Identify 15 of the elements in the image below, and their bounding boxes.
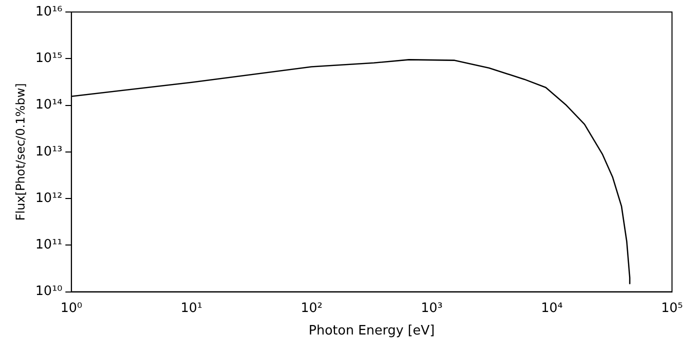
x-axis-title: Photon Energy [eV] [308, 324, 435, 339]
y-tick-label: 10¹² [35, 190, 62, 206]
x-tick-label: 10⁵ [661, 300, 683, 316]
x-tick-label: 10¹ [180, 300, 202, 316]
x-tick-label: 10⁴ [540, 300, 563, 316]
y-tick-label: 10¹¹ [35, 238, 62, 253]
y-tick-label: 10¹⁶ [35, 4, 62, 20]
x-tick-label: 10² [300, 300, 322, 316]
y-tick-label: 10¹³ [35, 144, 62, 160]
y-axis-title: Flux[Phot/sec/0.1%bw] [13, 83, 28, 221]
y-tick-label: 10¹⁰ [35, 284, 62, 300]
x-tick-label: 10³ [420, 300, 443, 316]
y-tick-label: 10¹⁴ [35, 98, 62, 113]
y-tick-label: 10¹⁵ [35, 51, 62, 66]
x-tick-label: 10⁰ [60, 300, 82, 316]
